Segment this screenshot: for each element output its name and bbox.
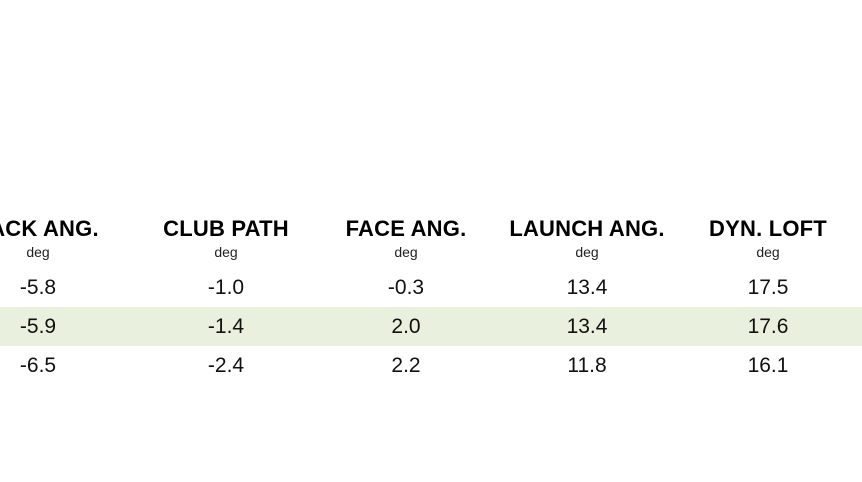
table-cell: -5.9 <box>19 315 57 338</box>
table-cell: 11.8 <box>567 354 607 377</box>
table-header-row: TACK ANG. deg CLUB PATH deg FACE ANG. de… <box>0 214 862 268</box>
table-cell: -5.8 <box>19 276 57 299</box>
shot-data-table: TACK ANG. deg CLUB PATH deg FACE ANG. de… <box>0 214 862 385</box>
table-cell: -1.0 <box>207 276 245 299</box>
table-cell: 17.5 <box>747 276 789 299</box>
column-unit: deg <box>756 244 780 260</box>
column-header-launch-angle[interactable]: LAUNCH ANG. deg <box>487 214 687 260</box>
column-title: TACK ANG. <box>0 216 99 241</box>
table-cell: -6.5 <box>19 354 57 377</box>
column-header-attack-angle[interactable]: TACK ANG. deg <box>0 214 138 260</box>
table-row-highlighted[interactable]: -5.9 -1.4 2.0 13.4 17.6 <box>0 307 862 346</box>
table-cell: -0.3 <box>387 276 425 299</box>
column-header-face-angle[interactable]: FACE ANG. deg <box>306 214 506 260</box>
table-cell: 13.4 <box>566 276 608 299</box>
column-header-dynamic-loft[interactable]: DYN. LOFT deg <box>668 214 862 260</box>
column-title: DYN. LOFT <box>709 216 827 241</box>
column-unit: deg <box>394 244 418 260</box>
table-cell: 13.4 <box>566 315 608 338</box>
table-row[interactable]: -5.8 -1.0 -0.3 13.4 17.5 <box>0 268 862 307</box>
table-cell: -2.4 <box>207 354 245 377</box>
column-title: CLUB PATH <box>163 216 289 241</box>
column-unit: deg <box>26 244 50 260</box>
table-row[interactable]: -6.5 -2.4 2.2 11.8 16.1 <box>0 346 862 385</box>
column-header-club-path[interactable]: CLUB PATH deg <box>126 214 326 260</box>
column-unit: deg <box>575 244 599 260</box>
table-cell: 17.6 <box>747 315 789 338</box>
table-cell: 2.0 <box>391 315 421 338</box>
column-unit: deg <box>214 244 238 260</box>
column-title: FACE ANG. <box>345 216 467 241</box>
table-cell: 16.1 <box>747 354 789 377</box>
table-cell: 2.2 <box>391 354 421 377</box>
column-title: LAUNCH ANG. <box>509 216 665 241</box>
table-cell: -1.4 <box>207 315 245 338</box>
